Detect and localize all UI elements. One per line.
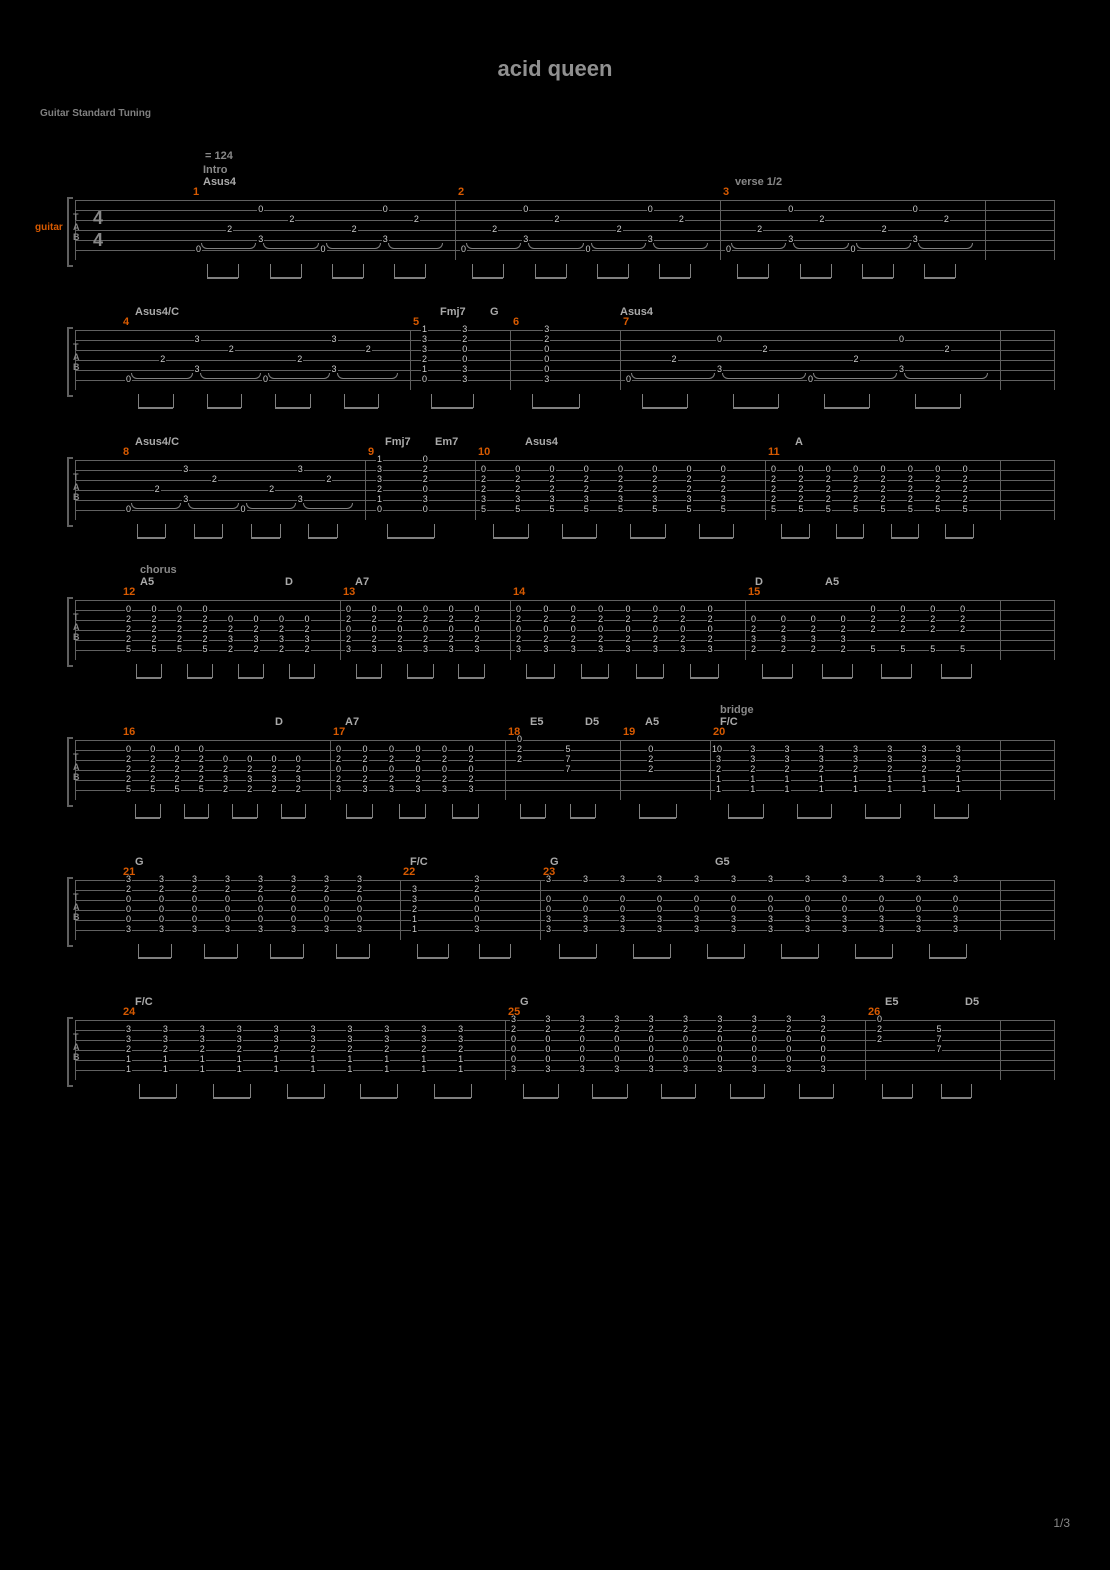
measure-number: 13 xyxy=(343,586,355,598)
chord-label: A5 xyxy=(140,576,154,588)
chord-label: Asus4 xyxy=(203,176,236,188)
section-label: chorus xyxy=(140,564,177,576)
tab-system: 3200033200033200033200033200033200033200… xyxy=(75,880,1055,940)
measure-number: 26 xyxy=(868,1006,880,1018)
chord-label: A5 xyxy=(825,576,839,588)
tab-system: 0233202332133210022030022350223502235022… xyxy=(75,460,1055,520)
measure-number: 24 xyxy=(123,1006,135,1018)
chord-label: Asus4/C xyxy=(135,306,179,318)
measure-number: 1 xyxy=(193,186,199,198)
measure-number: 8 xyxy=(123,446,129,458)
tab-system: 02332023321332103200333200030230202302TA… xyxy=(75,330,1055,390)
measure-number: 23 xyxy=(543,866,555,878)
chord-label: G xyxy=(135,856,144,868)
tempo-label: = 124 xyxy=(205,150,233,162)
chord-label: D5 xyxy=(965,996,979,1008)
measure-number: 17 xyxy=(333,726,345,738)
measure-number: 18 xyxy=(508,726,520,738)
tuning-label: Guitar Standard Tuning xyxy=(40,108,151,119)
tab-system: 023020230202302023020230202302TAB44= 124… xyxy=(75,200,1055,260)
tab-system: 0222502225022250222502320232023202320202… xyxy=(75,600,1055,660)
tab-clef: TAB xyxy=(73,342,80,372)
chord-label: D xyxy=(275,716,283,728)
measure-number: 14 xyxy=(513,586,525,598)
measure-number: 6 xyxy=(513,316,519,328)
chord-label: Em7 xyxy=(435,436,458,448)
measure-number: 2 xyxy=(458,186,464,198)
chord-label: A5 xyxy=(645,716,659,728)
chord-label: A7 xyxy=(345,716,359,728)
section-label: Intro xyxy=(203,164,227,176)
measure-number: 7 xyxy=(623,316,629,328)
chord-label: D xyxy=(285,576,293,588)
tab-clef: TAB xyxy=(73,1032,80,1062)
chord-label: Fmj7 xyxy=(440,306,466,318)
measure-number: 9 xyxy=(368,446,374,458)
measure-number: 4 xyxy=(123,316,129,328)
measure-number: 11 xyxy=(768,446,780,458)
chord-label: E5 xyxy=(885,996,898,1008)
chord-label: A7 xyxy=(355,576,369,588)
chord-label: Fmj7 xyxy=(385,436,411,448)
tab-clef: TAB xyxy=(73,752,80,782)
measure-number: 10 xyxy=(478,446,490,458)
tab-system: 3321133211332113321133211332113321133211… xyxy=(75,1020,1055,1080)
measure-number: 25 xyxy=(508,1006,520,1018)
measure-number: 5 xyxy=(413,316,419,328)
section-label: verse 1/2 xyxy=(735,176,782,188)
measure-number: 19 xyxy=(623,726,635,738)
chord-label: G xyxy=(490,306,499,318)
chord-label: F/C xyxy=(135,996,153,1008)
tab-clef: TAB xyxy=(73,212,80,242)
section-label: bridge xyxy=(720,704,754,716)
measure-number: 21 xyxy=(123,866,135,878)
tab-clef: TAB xyxy=(73,472,80,502)
page-number: 1/3 xyxy=(1053,1516,1070,1530)
tab-clef: TAB xyxy=(73,612,80,642)
measure-number: 15 xyxy=(748,586,760,598)
tab-system: 0222502225022250222502320232023202320202… xyxy=(75,740,1055,800)
measure-number: 12 xyxy=(123,586,135,598)
measure-number: 16 xyxy=(123,726,135,738)
chord-label: A xyxy=(795,436,803,448)
chord-label: G5 xyxy=(715,856,730,868)
chord-label: E5 xyxy=(530,716,543,728)
measure-number: 22 xyxy=(403,866,415,878)
chord-label: Asus4 xyxy=(525,436,558,448)
song-title: acid queen xyxy=(0,0,1110,82)
chord-label: Asus4/C xyxy=(135,436,179,448)
instrument-label: guitar xyxy=(35,222,63,233)
measure-number: 3 xyxy=(723,186,729,198)
measure-number: 20 xyxy=(713,726,725,738)
tab-clef: TAB xyxy=(73,892,80,922)
chord-label: G xyxy=(520,996,529,1008)
chord-label: D5 xyxy=(585,716,599,728)
